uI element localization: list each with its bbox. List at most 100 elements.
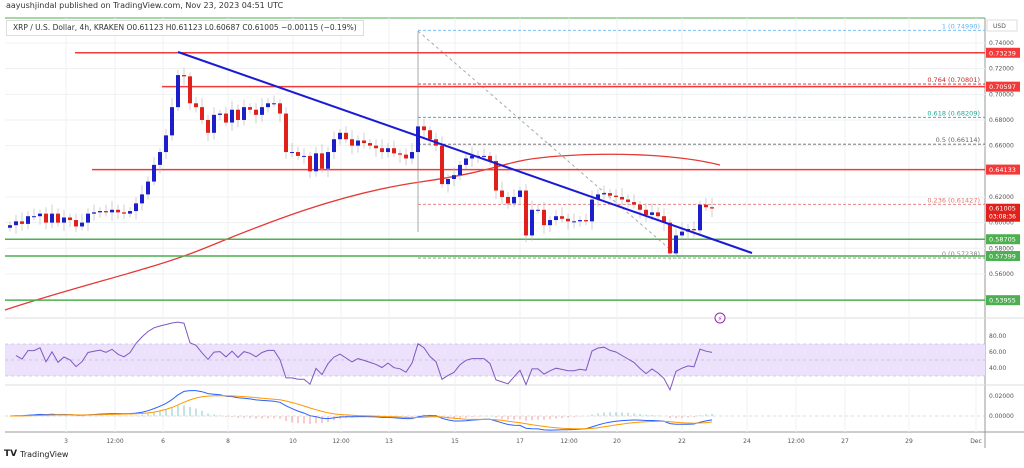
bullish-candle	[134, 203, 138, 212]
bullish-candle	[92, 212, 96, 214]
bullish-candle	[512, 196, 516, 204]
bullish-candle	[170, 107, 174, 136]
bearish-candle	[254, 109, 258, 115]
macd-histogram-bar	[675, 416, 677, 419]
bearish-candle	[524, 190, 528, 236]
descending-trendline	[177, 51, 753, 254]
macd-histogram-bar	[519, 416, 521, 420]
price-tick-label: 0.60000	[989, 220, 1014, 227]
bearish-candle	[584, 220, 588, 222]
macd-histogram-bar	[171, 408, 173, 417]
macd-histogram-bar	[495, 416, 497, 418]
bullish-candle	[212, 114, 216, 133]
bullish-candle	[332, 139, 336, 153]
bearish-candle	[632, 202, 636, 205]
macd-histogram-bar	[477, 416, 479, 417]
bearish-candle	[320, 153, 324, 169]
logo-text: TradingView	[20, 449, 69, 459]
bullish-candle	[338, 132, 342, 140]
bearish-candle	[542, 209, 546, 226]
bullish-candle	[416, 126, 420, 153]
macd-histogram-bar	[63, 415, 65, 417]
bullish-candle	[146, 181, 150, 195]
bearish-candle	[374, 145, 378, 149]
bearish-candle	[392, 148, 396, 154]
macd-histogram-bar	[615, 412, 617, 417]
macd-histogram-bar	[219, 415, 221, 417]
macd-histogram-bar	[93, 415, 95, 417]
currency-box	[986, 19, 1018, 32]
bearish-candle	[116, 209, 120, 213]
lightning-glyph: ⚡	[718, 315, 723, 323]
bullish-candle	[152, 164, 156, 182]
price-tick-label: 0.58000	[989, 245, 1014, 252]
bullish-candle	[470, 155, 474, 159]
macd-histogram-bar	[75, 416, 77, 417]
bullish-candle	[590, 199, 594, 222]
bearish-candle	[20, 221, 24, 224]
bearish-candle	[188, 76, 192, 104]
price-level-label: 0.57399	[989, 252, 1016, 260]
bearish-candle	[344, 132, 348, 140]
bullish-candle	[218, 113, 222, 115]
bullish-candle	[458, 164, 462, 176]
tradingview-logo[interactable]: TV TradingView	[4, 449, 68, 459]
bearish-candle	[206, 119, 210, 133]
bullish-candle	[266, 103, 270, 108]
price-level-label: 0.64133	[989, 166, 1016, 174]
macd-histogram-bar	[501, 416, 503, 419]
macd-histogram-bar	[141, 414, 143, 417]
bullish-candle	[32, 216, 36, 218]
bullish-candle	[140, 194, 144, 204]
x-tick-label: 22	[678, 438, 686, 445]
macd-histogram-bar	[243, 416, 245, 418]
bearish-candle	[566, 218, 570, 222]
macd-histogram-bar	[315, 416, 317, 424]
macd-histogram-bar	[609, 412, 611, 417]
macd-histogram-bar	[183, 405, 185, 417]
macd-histogram-bar	[153, 412, 155, 417]
rsi-tick-label: 60.00	[989, 349, 1006, 356]
currency-label: USD	[993, 23, 1006, 30]
macd-histogram-bar	[45, 415, 47, 417]
bullish-candle	[158, 152, 162, 165]
macd-histogram-bar	[225, 416, 227, 417]
bearish-candle	[662, 216, 666, 223]
bullish-candle	[674, 235, 678, 254]
x-tick-label: 29	[905, 438, 913, 445]
macd-histogram-bar	[201, 410, 203, 417]
bullish-candle	[548, 220, 552, 226]
bearish-candle	[380, 148, 384, 153]
fib-level-label: 0.618 (0.68209)	[927, 109, 980, 117]
macd-histogram-bar	[231, 416, 233, 418]
bearish-candle	[362, 140, 366, 144]
bullish-candle	[80, 222, 84, 227]
bullish-candle	[326, 152, 330, 169]
bearish-candle	[68, 217, 72, 221]
macd-tick-label: 0.02000	[989, 393, 1014, 400]
macd-histogram-bar	[465, 416, 467, 418]
tv-logo-mark: TV	[4, 449, 18, 459]
macd-histogram-bar	[639, 413, 641, 417]
macd-histogram-bar	[549, 416, 551, 420]
bearish-candle	[182, 75, 186, 77]
bearish-candle	[644, 209, 648, 215]
bearish-candle	[200, 107, 204, 120]
macd-histogram-bar	[651, 415, 653, 417]
bullish-candle	[302, 155, 306, 157]
x-tick-label: 27	[841, 438, 849, 445]
bearish-candle	[44, 213, 48, 223]
price-level-badge	[986, 234, 1020, 245]
bearish-candle	[278, 103, 282, 114]
bullish-candle	[482, 155, 486, 157]
bearish-candle	[506, 196, 510, 204]
x-tick-label: 3	[64, 438, 68, 445]
rsi-line	[15, 321, 713, 392]
macd-histogram-bar	[99, 415, 101, 417]
bullish-candle	[290, 152, 294, 154]
bullish-candle	[50, 213, 54, 223]
macd-histogram-bar	[123, 415, 125, 417]
macd-histogram-bar	[507, 416, 509, 420]
bullish-candle	[176, 75, 180, 108]
